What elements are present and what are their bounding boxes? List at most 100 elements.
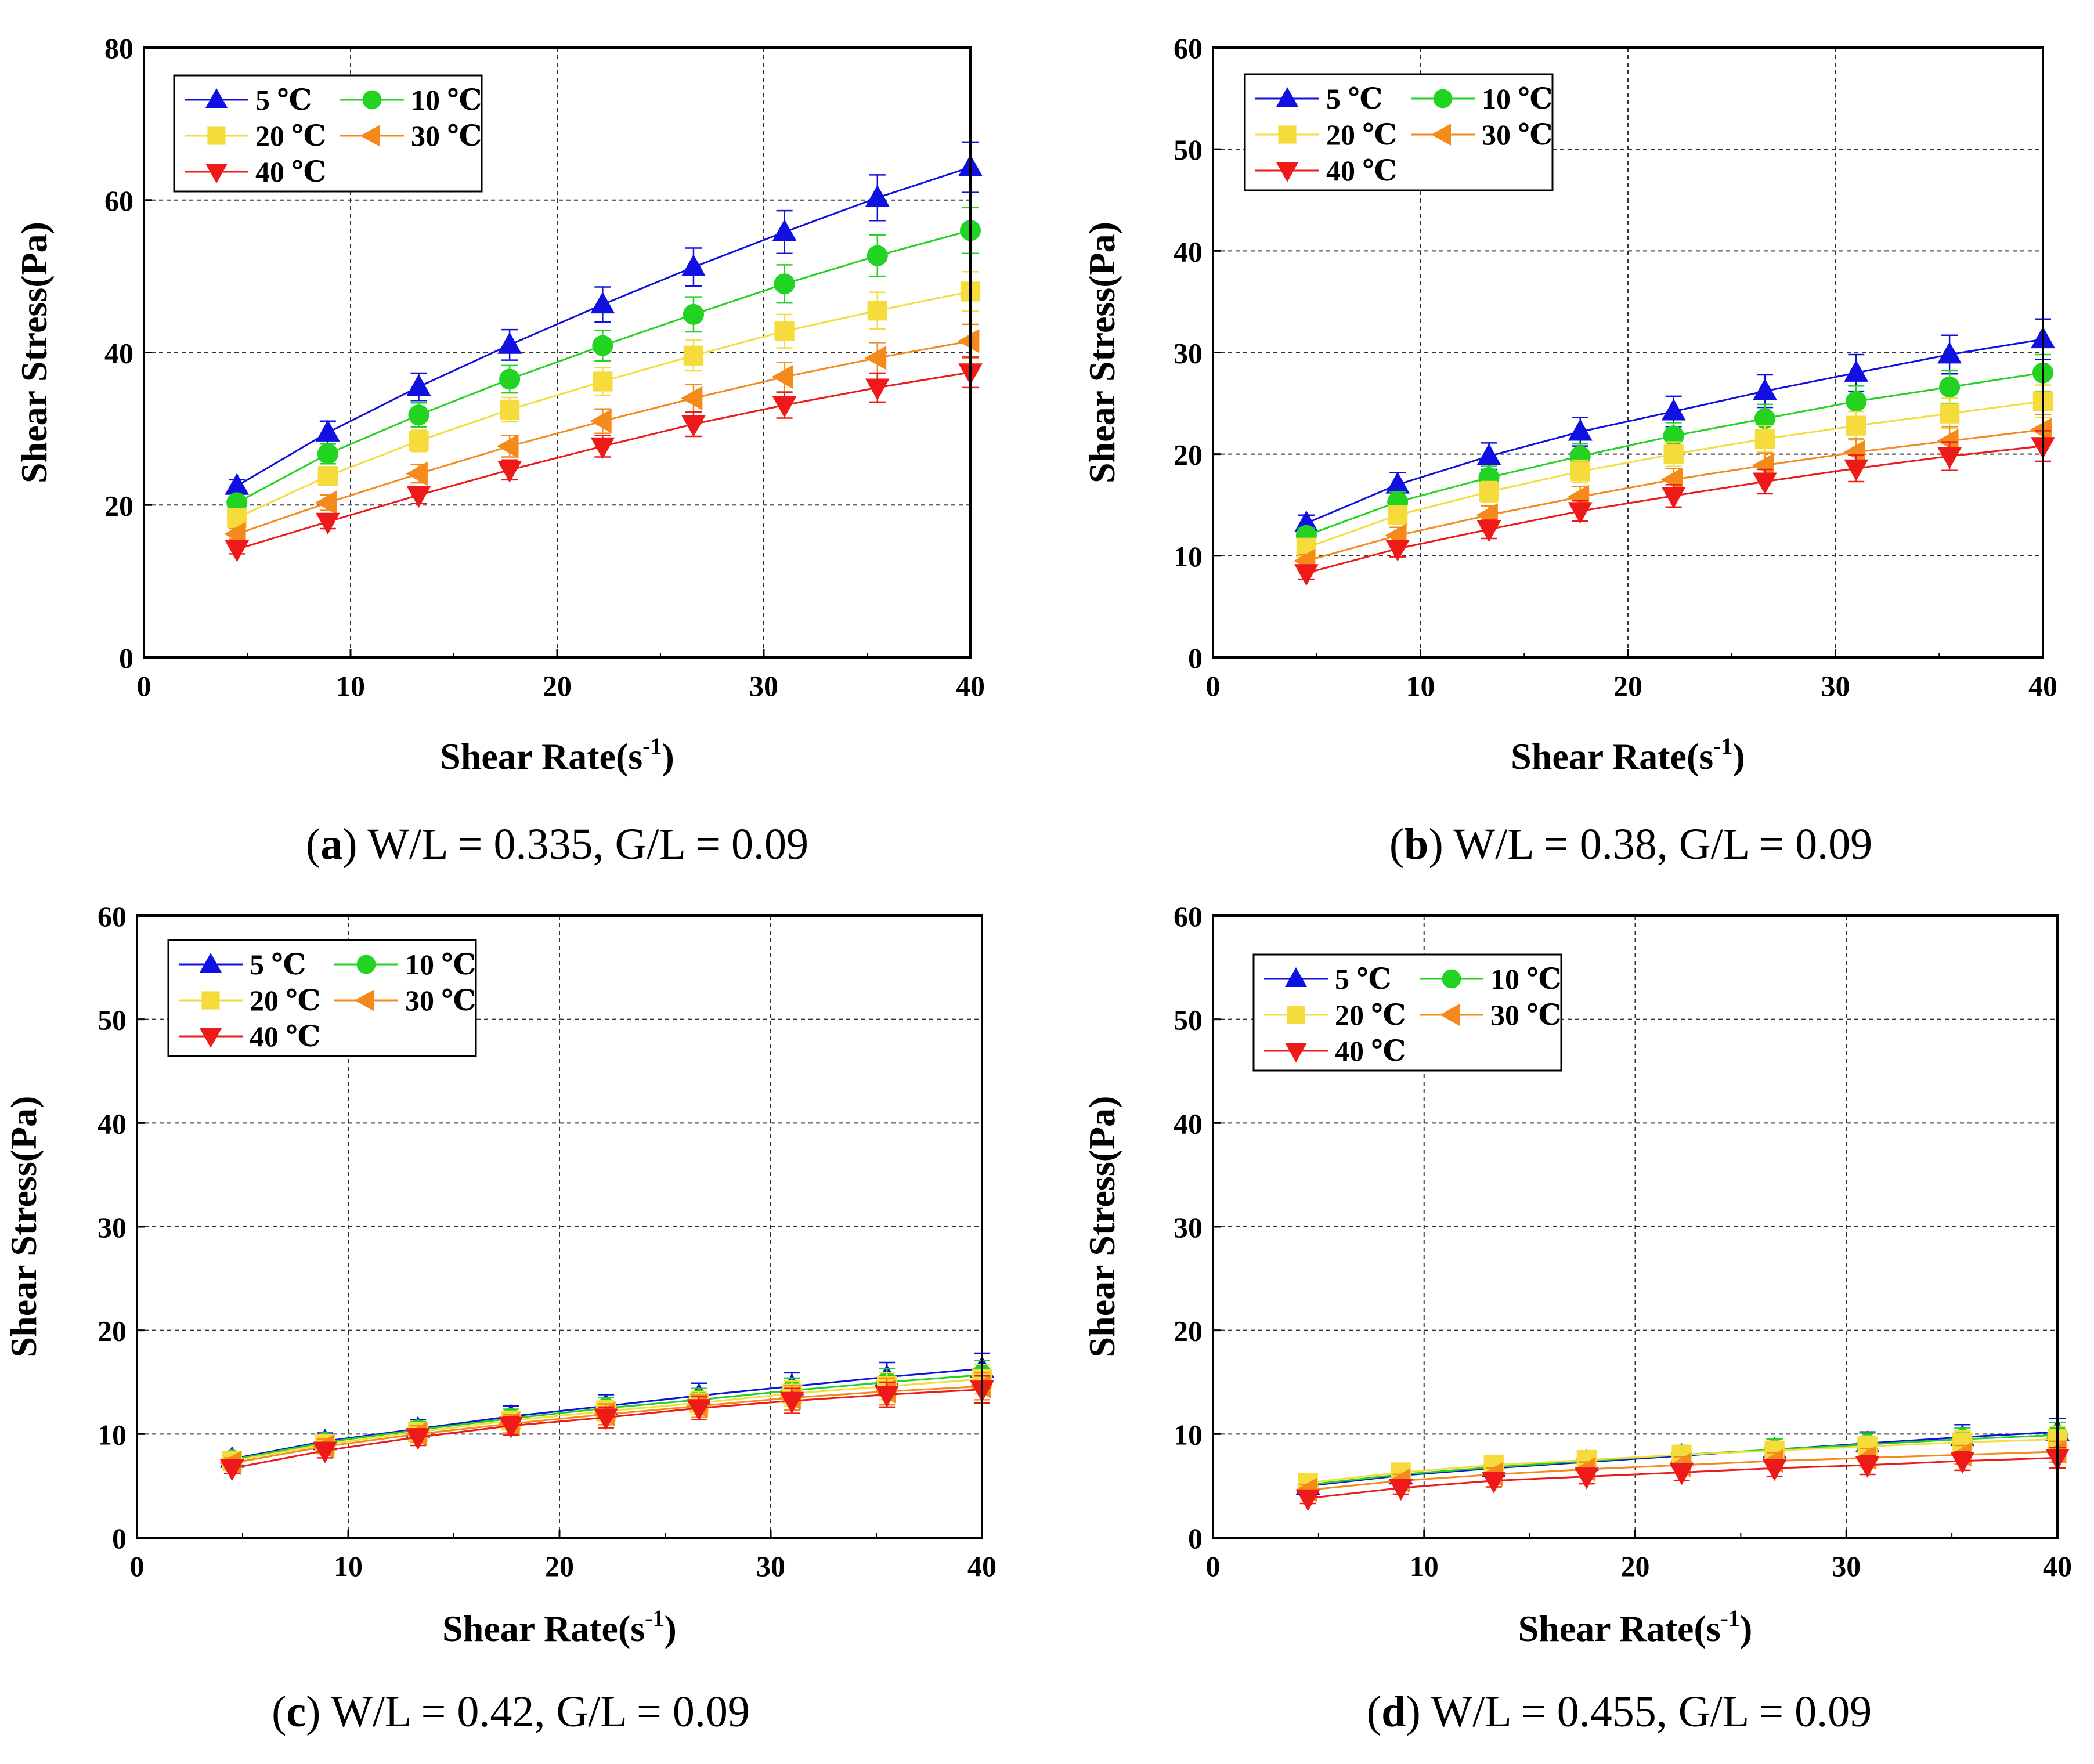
x-tick-label: 0: [137, 670, 151, 702]
y-axis-label: Shear Stress(Pa): [3, 1096, 44, 1358]
y-tick-label: 40: [1174, 1107, 1203, 1140]
caption-paren: (: [306, 820, 320, 869]
series-5c: [225, 141, 983, 495]
data-point: [1476, 443, 1501, 465]
y-tick-label: 10: [98, 1418, 127, 1451]
caption-paren: (: [272, 1687, 286, 1736]
chart-panel-a: 0 10 20 30 40 0 20 40 60 80 Shear Rate(s-1) Shear S…: [13, 32, 985, 869]
legend-item-20c: 20 ℃: [1264, 999, 1406, 1031]
y-tick-label: 0: [1188, 642, 1203, 674]
legend-item-5c: 5 ℃: [185, 84, 312, 116]
y-tick-label: 30: [1174, 1211, 1203, 1244]
data-point: [499, 399, 520, 420]
x-axis-label: Shear Rate(s-1): [1518, 1605, 1753, 1649]
y-tick-label: 60: [98, 900, 127, 932]
legend-label: 40 ℃: [1335, 1035, 1406, 1067]
x-tick-label: 30: [1821, 670, 1850, 702]
data-point: [590, 437, 615, 460]
data-point: [1753, 472, 1777, 494]
data-point: [497, 434, 519, 458]
series-line: [236, 229, 971, 504]
x-tick-label: 20: [545, 1550, 574, 1582]
legend-marker: [1287, 1006, 1305, 1024]
caption-paren: (: [1367, 1687, 1381, 1736]
y-tick-label: 50: [1174, 1004, 1203, 1036]
series-30c: [1293, 414, 2052, 573]
legend-item-40c: 40 ℃: [1255, 154, 1397, 187]
data-point: [1388, 505, 1408, 525]
x-axis-label-main: Shear Rate(s: [442, 1608, 645, 1649]
legend: 5 ℃ 10 ℃ 20 ℃ 30 ℃ 40 ℃: [1252, 953, 1562, 1072]
x-tick-label: 40: [967, 1550, 997, 1582]
y-tick-label: 50: [1174, 133, 1203, 166]
data-point: [497, 461, 522, 483]
legend-item-20c: 20 ℃: [185, 120, 326, 152]
legend-item-30c: 30 ℃: [340, 120, 482, 152]
data-point: [774, 321, 795, 341]
data-point: [865, 185, 890, 207]
legend-marker: [1278, 125, 1297, 144]
legend-label: 5 ℃: [255, 84, 312, 116]
x-axis-label-main: Shear Rate(s: [1518, 1608, 1721, 1649]
y-axis-label: Shear Stress(Pa): [1081, 1096, 1122, 1358]
data-point: [317, 443, 338, 465]
y-tick-label: 0: [1188, 1522, 1203, 1555]
legend-label: 5 ℃: [250, 948, 306, 981]
data-point: [1569, 446, 1591, 467]
y-tick-label: 60: [1174, 32, 1203, 64]
data-point: [1574, 1467, 1599, 1490]
legend-item-40c: 40 ℃: [1264, 1035, 1406, 1067]
x-tick-label: 40: [2043, 1550, 2072, 1582]
legend-item-40c: 40 ℃: [185, 156, 326, 188]
data-point: [1570, 461, 1590, 482]
data-point: [592, 335, 613, 356]
data-point: [226, 492, 248, 514]
data-point: [313, 1441, 337, 1463]
data-point: [1294, 564, 1319, 586]
data-point: [1568, 502, 1593, 524]
data-point: [1295, 1489, 1320, 1512]
legend-label: 10 ℃: [1482, 82, 1553, 115]
data-point: [867, 301, 887, 321]
data-point: [1568, 419, 1593, 441]
caption-paren: ): [1428, 820, 1453, 869]
data-point: [406, 486, 431, 508]
data-point: [590, 291, 615, 314]
legend-item-30c: 30 ℃: [1411, 118, 1553, 151]
data-point: [406, 461, 428, 486]
series-20c: [1296, 384, 2053, 558]
legend-item-20c: 20 ℃: [1255, 118, 1397, 151]
caption-panel-label: c: [286, 1687, 306, 1736]
legend-marker: [1276, 162, 1298, 182]
caption-text: W/L = 0.42, G/L = 0.09: [331, 1687, 750, 1736]
data-point: [1476, 520, 1501, 543]
series-line: [236, 371, 971, 550]
legend-marker: [207, 126, 226, 145]
data-point: [409, 431, 429, 451]
y-tick-label: 50: [98, 1004, 127, 1036]
data-point: [1843, 440, 1865, 465]
legend-label: 40 ℃: [250, 1020, 320, 1053]
data-point: [315, 512, 340, 535]
data-point: [225, 473, 250, 495]
legend-marker: [1285, 967, 1307, 987]
caption-panel-label: a: [320, 820, 342, 869]
data-point: [2030, 417, 2052, 442]
y-tick-label: 40: [104, 337, 133, 370]
legend-label: 10 ℃: [1490, 963, 1561, 995]
data-point: [1937, 447, 1962, 469]
data-point: [315, 490, 337, 515]
data-point: [772, 396, 797, 418]
x-tick-label: 0: [130, 1550, 145, 1582]
y-tick-label: 10: [1174, 1418, 1203, 1451]
y-tick-label: 0: [112, 1522, 127, 1555]
series-line: [236, 290, 971, 519]
series-40c: [1295, 1447, 2070, 1512]
legend-marker: [356, 955, 376, 974]
data-point: [224, 522, 246, 547]
x-tick-label: 20: [1621, 1550, 1650, 1582]
caption-text: W/L = 0.38, G/L = 0.09: [1453, 820, 1872, 869]
